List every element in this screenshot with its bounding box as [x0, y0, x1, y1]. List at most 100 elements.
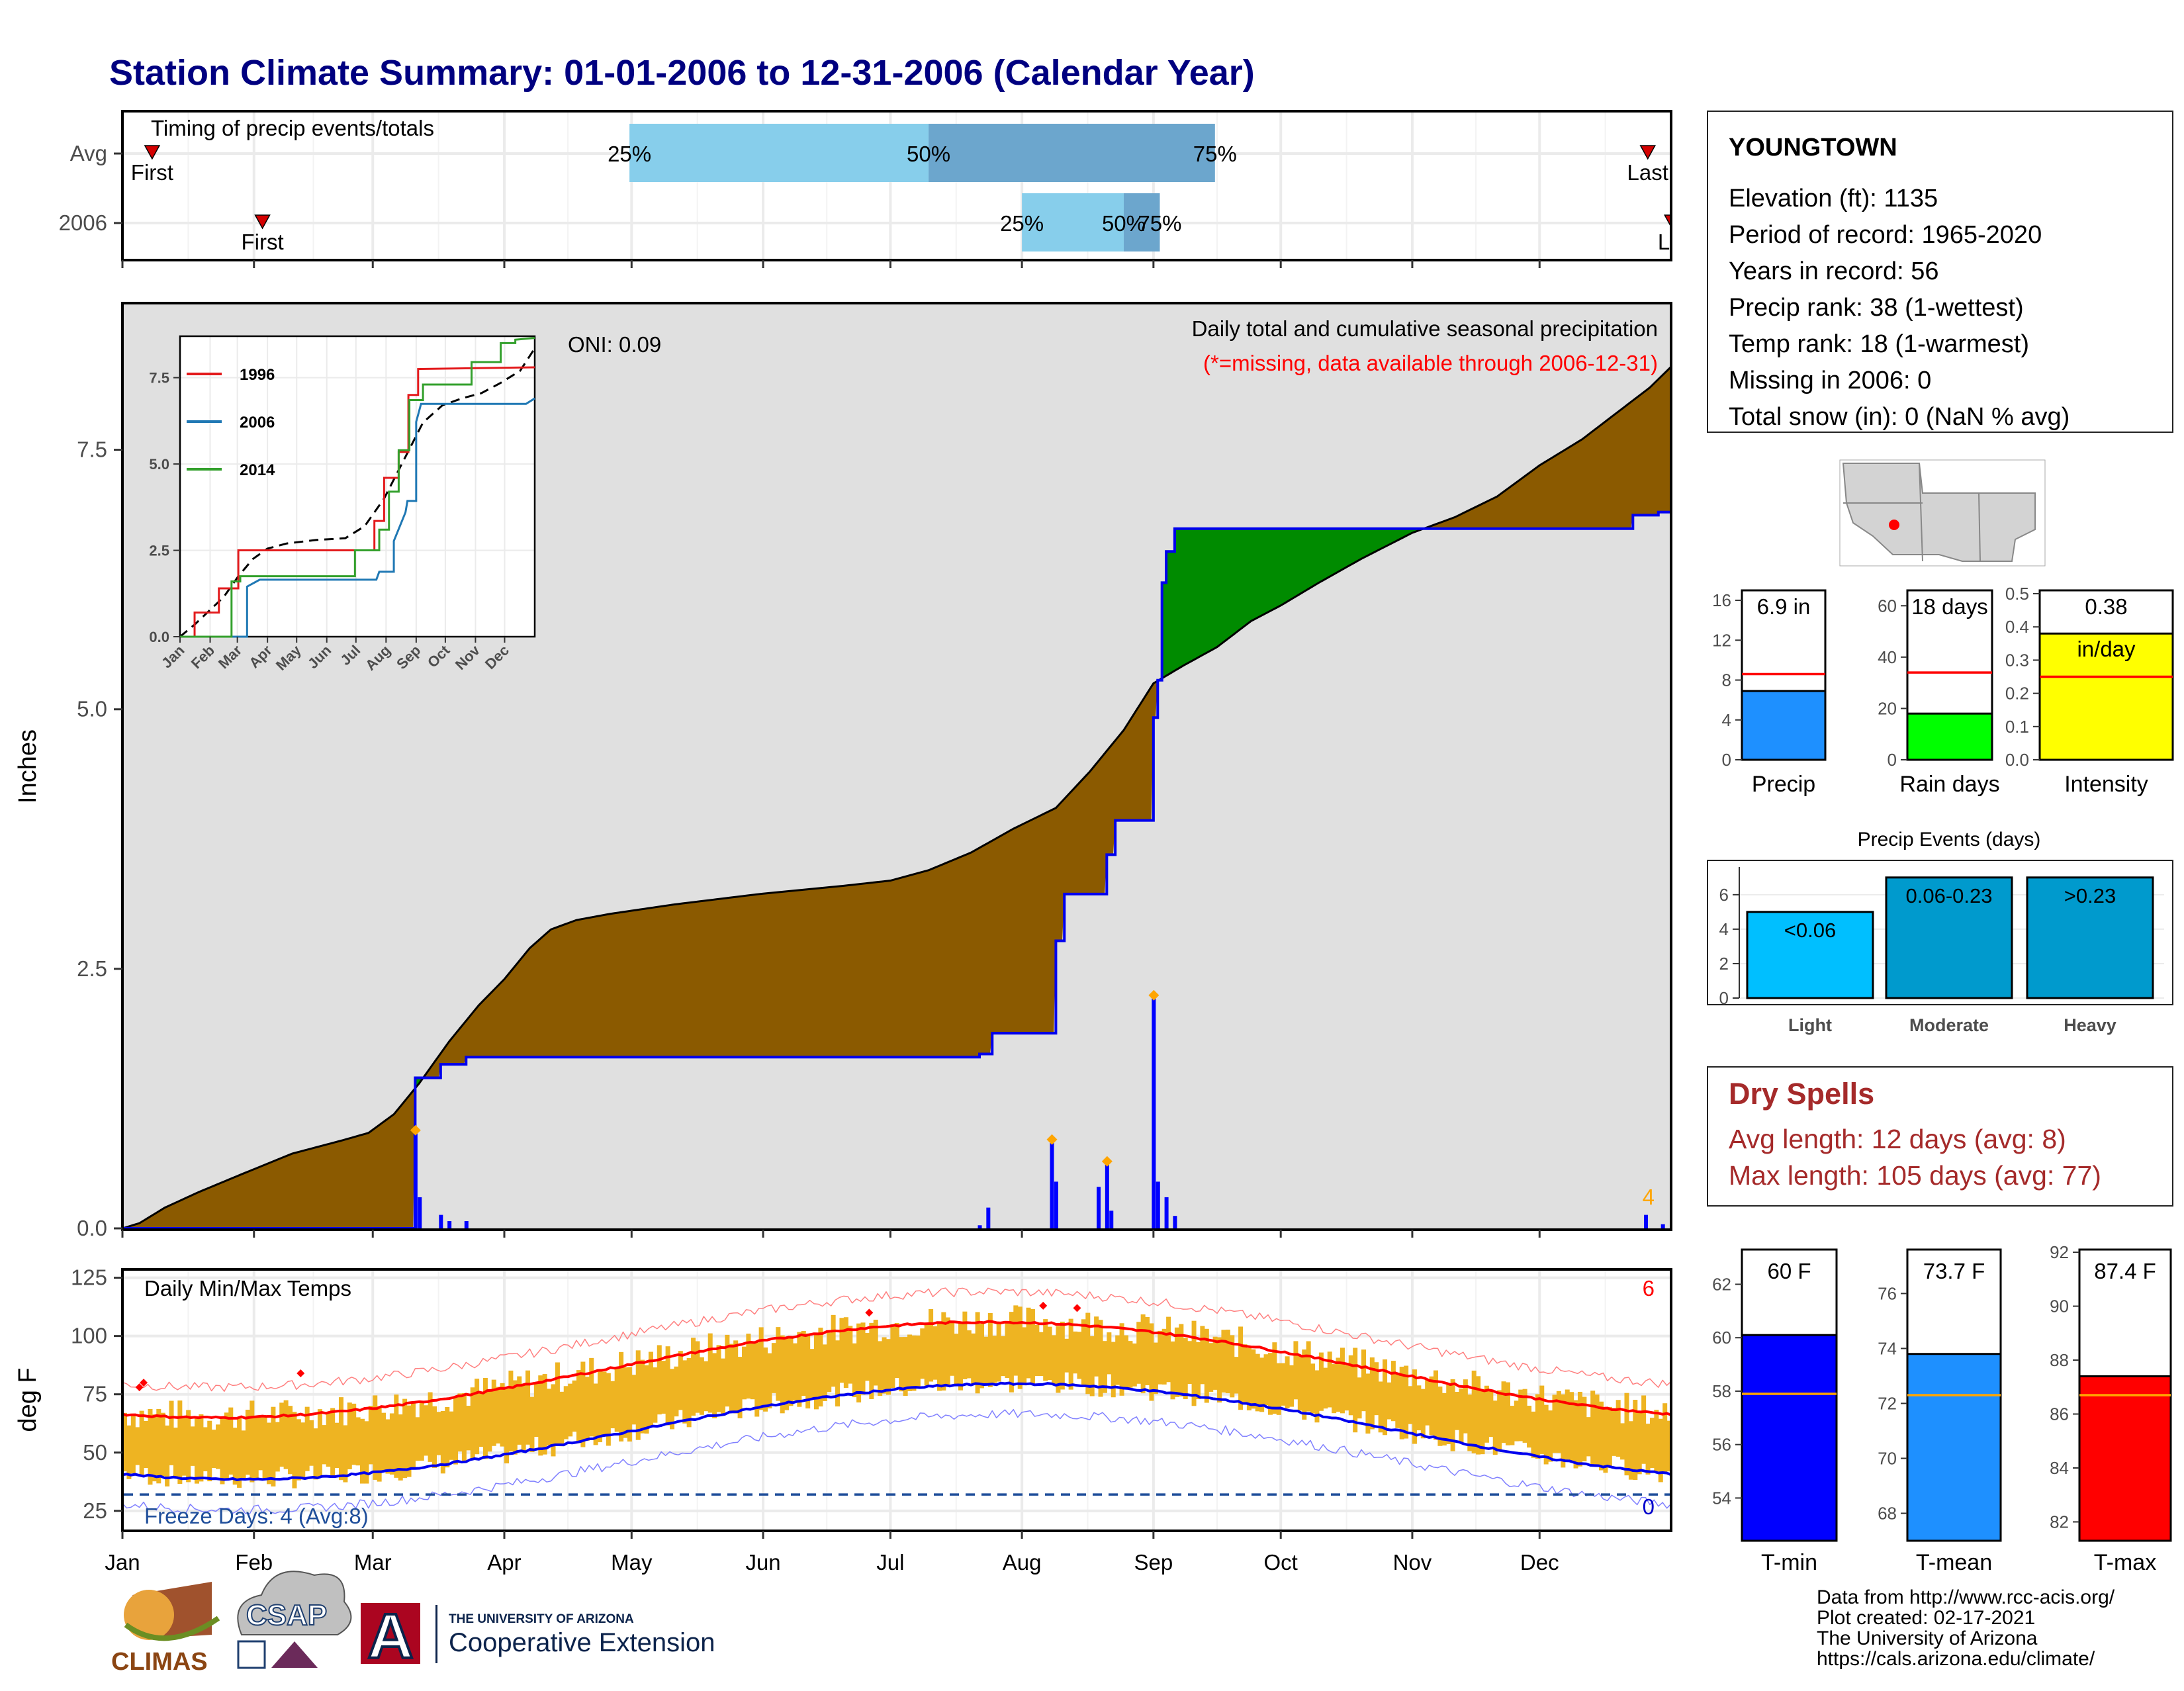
daily-temp-bar: [614, 1367, 619, 1432]
daily-temp-bar: [818, 1327, 823, 1407]
daily-temp-bar: [996, 1322, 1001, 1382]
daily-temp-bar: [300, 1422, 306, 1480]
daily-temp-bar: [589, 1357, 594, 1437]
daily-temp-bar: [1030, 1308, 1035, 1385]
mini-bar-tick-label: 0.1: [2005, 717, 2029, 737]
daily-temp-bar: [1433, 1370, 1438, 1440]
record-high-marker: [1039, 1301, 1048, 1310]
timing-marker: [254, 214, 271, 230]
station-location-dot: [1889, 520, 1899, 530]
daily-temp-bar: [890, 1324, 895, 1389]
temp-ytick-label: 75: [83, 1382, 107, 1406]
daily-temp-bar: [1463, 1379, 1468, 1434]
daily-precip-bar: [1050, 1142, 1054, 1228]
daily-temp-bar: [1043, 1319, 1048, 1381]
oni-label: ONI: 0.09: [568, 332, 661, 357]
daily-temp-bar: [232, 1428, 238, 1485]
inset-ytick-label: 7.5: [149, 370, 169, 387]
inset-line-1996: [180, 366, 535, 638]
daily-precip-bar: [1105, 1164, 1109, 1228]
daily-temp-bar: [245, 1410, 250, 1475]
2006-bar-q2: [1123, 193, 1160, 251]
temp-bar-value-label: 87.4 F: [2094, 1259, 2156, 1283]
daily-precip-bar: [1109, 1211, 1114, 1228]
daily-temp-bar: [334, 1422, 340, 1469]
dry-spells-avg: Avg length: 12 days (avg: 8): [1729, 1124, 2066, 1154]
daily-temp-bar: [1047, 1326, 1052, 1381]
temp-bar-value: [1906, 1353, 2002, 1542]
daily-temp-bar: [1378, 1381, 1383, 1433]
mini-bar-label: Precip: [1752, 772, 1815, 797]
mini-bar-chart-rain-days: 0 20 40 60 18 days Rain days: [1878, 589, 2000, 797]
daily-temp-bar: [915, 1335, 921, 1389]
daily-temp-bar: [1187, 1341, 1193, 1385]
daily-temp-bar: [1174, 1327, 1179, 1397]
daily-precip-bar: [1164, 1197, 1169, 1228]
record-high-marker: [865, 1308, 874, 1317]
temp-bar-tick-label: 82: [2050, 1512, 2069, 1531]
daily-temp-bar: [848, 1326, 853, 1384]
daily-precip-bar: [1173, 1216, 1177, 1228]
timing-row-label: Avg: [70, 141, 107, 165]
daily-temp-bar: [1293, 1341, 1298, 1400]
daily-temp-bar: [758, 1327, 764, 1410]
ua-small-text: THE UNIVERSITY OF ARIZONA: [449, 1612, 634, 1626]
daily-temp-bar: [674, 1366, 679, 1417]
daily-temp-bar: [288, 1406, 293, 1475]
daily-temp-bar: [1628, 1421, 1633, 1480]
daily-temp-bar: [886, 1339, 891, 1395]
daily-temp-bar: [1361, 1349, 1367, 1412]
daily-temp-bar: [843, 1317, 848, 1389]
daily-temp-bar: [1149, 1323, 1154, 1401]
daily-temp-bar: [903, 1337, 908, 1396]
daily-temp-bar: [1488, 1391, 1494, 1438]
daily-precip-bar: [978, 1225, 982, 1228]
daily-precip-bar: [418, 1197, 422, 1228]
daily-temp-bar: [152, 1414, 157, 1482]
daily-temp-bar: [512, 1380, 518, 1455]
inset-legend-label: 2014: [240, 461, 275, 479]
mini-bar-tick-label: 8: [1722, 670, 1731, 690]
inset-legend-label: 2006: [240, 414, 275, 432]
mini-bar-value: [1741, 690, 1827, 761]
temp-bar-value-label: 60 F: [1767, 1259, 1811, 1283]
ua-divider: [435, 1605, 437, 1663]
timing-marker-label: La: [1658, 230, 1682, 254]
event-bar: [2026, 876, 2154, 999]
daily-temp-bar: [780, 1335, 785, 1414]
daily-temp-bar: [220, 1416, 225, 1485]
event-bar: [1746, 911, 1874, 999]
daily-temp-bar: [470, 1387, 475, 1459]
daily-temp-bar: [385, 1419, 390, 1474]
month-label-aug: Aug: [1003, 1550, 1042, 1575]
daily-temp-bar: [453, 1397, 459, 1465]
daily-temp-bar: [1420, 1389, 1426, 1439]
common-area: [122, 512, 1671, 1228]
precip-events-chart: Precip Events (days) 0 2 4 6 <0.06 Light 0.06-…: [1707, 829, 2173, 1035]
2006-pct-label: 75%: [1138, 211, 1181, 236]
daily-temp-bar: [1357, 1377, 1362, 1419]
daily-temp-bar: [1577, 1391, 1582, 1467]
daily-temp-bar: [322, 1425, 327, 1465]
daily-temp-bar: [606, 1373, 611, 1446]
temp-bar-tick-label: 92: [2050, 1242, 2069, 1262]
daily-temp-bar: [1633, 1400, 1638, 1481]
mini-bar-tick-label: 0.3: [2005, 650, 2029, 670]
daily-temp-bar: [1658, 1418, 1663, 1483]
daily-temp-bar: [610, 1381, 615, 1429]
daily-temp-bar: [657, 1345, 662, 1415]
daily-precip-marker: [1148, 989, 1160, 1001]
daily-temp-bar: [1089, 1336, 1095, 1396]
footer-line-created: Plot created: 02-17-2021: [1817, 1607, 2036, 1629]
daily-temp-bar: [1234, 1357, 1239, 1394]
event-bar-heavy: >0.23 Heavy: [2026, 876, 2154, 1035]
daily-temp-bar: [1221, 1330, 1226, 1393]
daily-temp-bar: [1586, 1417, 1591, 1457]
daily-temp-bar: [813, 1333, 819, 1410]
temp-bar-tick-label: 62: [1712, 1274, 1731, 1294]
csap-mountain: [271, 1641, 318, 1668]
temp-ytick-label: 50: [83, 1440, 107, 1465]
temp-bar-tick-label: 68: [1878, 1503, 1897, 1523]
timing-row-label: 2006: [59, 210, 107, 235]
